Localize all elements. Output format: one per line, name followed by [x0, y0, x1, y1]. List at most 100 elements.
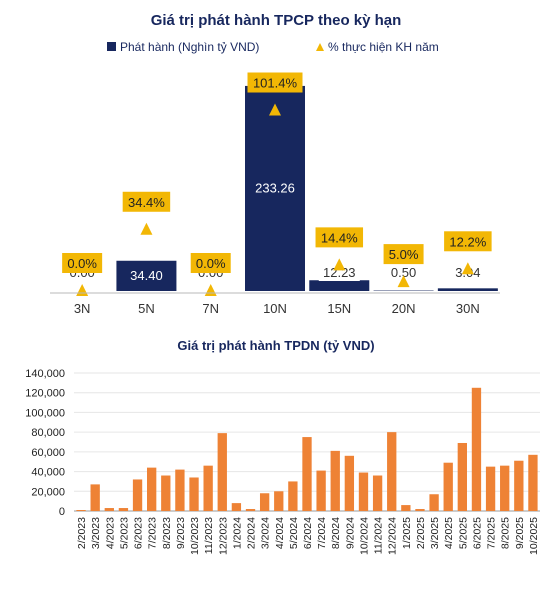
tpdn-x-tick-label: 9/2025	[514, 517, 526, 549]
tpcp-x-tick-label: 15N	[327, 301, 351, 316]
tpdn-x-tick-label: 6/2024	[302, 517, 314, 549]
tpdn-bar	[203, 466, 212, 511]
tpdn-x-tick-label: 4/2025	[443, 517, 455, 549]
tpdn-x-tick-label: 7/2023	[147, 517, 159, 549]
tpdn-bar	[119, 508, 128, 511]
tpdn-bar	[514, 461, 523, 511]
tpdn-x-tick-label: 10/2024	[358, 517, 370, 555]
tpcp-pct-label: 34.4%	[128, 195, 165, 210]
tpcp-pct-label: 5.0%	[389, 247, 419, 262]
tpcp-x-tick-label: 10N	[263, 301, 287, 316]
tpdn-bar	[401, 505, 410, 511]
tpdn-x-tick-label: 1/2025	[401, 517, 413, 549]
tpdn-x-tick-label: 8/2025	[500, 517, 512, 549]
tpdn-bar	[175, 470, 184, 511]
tpdn-y-tick-label: 60,000	[31, 447, 65, 459]
tpcp-pct-label: 14.4%	[321, 230, 358, 245]
tpdn-bar	[232, 503, 241, 511]
tpcp-bar	[309, 280, 369, 291]
tpdn-x-tick-label: 10/2025	[528, 517, 540, 555]
tpdn-y-tick-label: 40,000	[31, 467, 65, 479]
tpdn-bar	[472, 388, 481, 511]
tpdn-y-tick-label: 20,000	[31, 486, 65, 498]
tpdn-y-tick-label: 0	[59, 506, 65, 518]
tpdn-x-tick-label: 6/2025	[471, 517, 483, 549]
tpdn-x-tick-label: 3/2023	[90, 517, 102, 549]
tpcp-legend: Phát hành (Nghìn tỷ VND) % thực hiện KH …	[107, 40, 439, 54]
tpdn-x-tick-label: 5/2023	[118, 517, 130, 549]
tpdn-x-tick-label: 8/2023	[161, 517, 173, 549]
tpdn-x-tick-label: 1/2024	[231, 517, 243, 549]
tpcp-x-tick-labels: 3N 5N 7N 10N 15N 20N 30N	[74, 301, 480, 316]
tpcp-pct-marker	[205, 284, 217, 296]
tpdn-chart-title: Giá trị phát hành TPDN (tỷ VND)	[177, 338, 374, 353]
tpcp-chart: Giá trị phát hành TPCP theo kỳ hạn Phát …	[50, 12, 500, 316]
tpdn-bar	[260, 493, 269, 511]
legend-triangle-icon	[316, 43, 324, 51]
tpdn-bar	[288, 481, 297, 511]
tpdn-bar	[415, 509, 424, 511]
tpcp-chart-title: Giá trị phát hành TPCP theo kỳ hạn	[151, 12, 402, 29]
tpdn-x-tick-label: 9/2024	[344, 517, 356, 549]
tpdn-bar	[373, 476, 382, 511]
tpdn-x-tick-label: 12/2024	[387, 517, 399, 555]
tpdn-bar	[133, 479, 142, 511]
tpcp-x-tick-label: 20N	[392, 301, 416, 316]
tpdn-bar	[500, 466, 509, 511]
tpdn-bar	[274, 491, 283, 511]
tpcp-bar	[438, 288, 498, 291]
tpdn-x-tick-label: 2/2023	[76, 517, 88, 549]
legend-label-issued: Phát hành (Nghìn tỷ VND)	[120, 40, 259, 54]
tpdn-x-tick-label: 3/2024	[260, 517, 272, 549]
tpdn-bar	[316, 471, 325, 511]
tpdn-bar	[189, 477, 198, 511]
tpdn-bar	[345, 456, 354, 511]
tpcp-bars	[116, 86, 497, 291]
tpcp-x-tick-label: 3N	[74, 301, 91, 316]
tpdn-x-tick-label: 11/2024	[373, 517, 385, 554]
tpcp-pct-marker	[76, 284, 88, 296]
tpcp-pct-marker	[140, 223, 152, 235]
tpcp-x-tick-label: 7N	[202, 301, 219, 316]
tpdn-chart: Giá trị phát hành TPDN (tỷ VND) 0 20,000 4…	[25, 338, 540, 555]
tpdn-bar	[429, 494, 438, 511]
tpdn-x-tick-label: 2/2024	[246, 517, 258, 549]
tpdn-x-tick-label: 6/2023	[133, 517, 145, 549]
tpcp-pct-label: 0.0%	[67, 256, 97, 271]
tpdn-bar	[528, 455, 537, 511]
tpcp-x-tick-label: 5N	[138, 301, 155, 316]
tpdn-x-tick-label: 9/2023	[175, 517, 187, 549]
legend-label-plan-pct: % thực hiện KH năm	[328, 40, 439, 54]
tpdn-x-tick-label: 11/2023	[203, 517, 215, 554]
tpdn-x-tick-label: 7/2025	[486, 517, 498, 549]
tpdn-x-tick-label: 4/2023	[104, 517, 116, 549]
tpdn-y-tick-label: 140,000	[25, 368, 65, 380]
tpdn-bar	[458, 443, 467, 511]
tpdn-y-tick-label: 100,000	[25, 407, 65, 419]
tpdn-y-tick-label: 120,000	[25, 388, 65, 400]
tpdn-bar	[331, 451, 340, 511]
tpdn-bar	[218, 433, 227, 511]
tpdn-bars	[76, 388, 537, 511]
tpdn-y-tick-labels: 020,00040,00060,00080,000100,000120,0001…	[25, 368, 65, 518]
tpcp-x-tick-label: 30N	[456, 301, 480, 316]
tpdn-bar	[76, 510, 85, 511]
tpdn-x-tick-label: 8/2024	[330, 517, 342, 549]
tpdn-x-tick-label: 2/2025	[415, 517, 427, 549]
tpdn-bar	[147, 468, 156, 511]
tpdn-bar	[91, 484, 100, 511]
tpdn-bar	[486, 467, 495, 511]
tpdn-x-tick-label: 12/2023	[217, 517, 229, 555]
tpdn-bar	[359, 473, 368, 511]
tpdn-bar	[444, 463, 453, 511]
tpdn-bar	[105, 508, 114, 511]
tpdn-x-tick-label: 5/2025	[457, 517, 469, 549]
tpdn-x-tick-label: 4/2024	[274, 517, 286, 549]
tpdn-x-tick-label: 3/2025	[429, 517, 441, 549]
tpcp-pct-label: 0.0%	[196, 256, 226, 271]
tpdn-bar	[161, 476, 170, 511]
tpcp-value-label: 233.26	[255, 180, 295, 195]
tpdn-x-tick-label: 10/2023	[189, 517, 201, 555]
tpdn-bar	[246, 509, 255, 511]
